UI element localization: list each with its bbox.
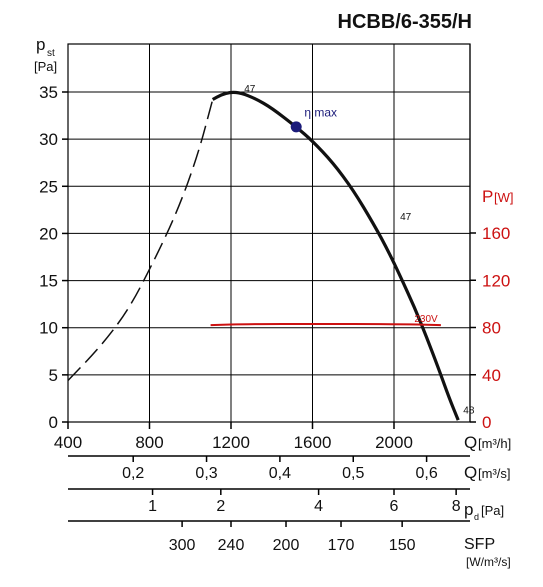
y-tick-label: 10	[39, 319, 58, 338]
right-tick-label: 40	[482, 366, 501, 385]
x-tick-label: 1600	[294, 433, 332, 452]
scale-label: p	[464, 500, 473, 519]
series-pressure-dashed	[67, 99, 214, 382]
y-tick-label: 5	[49, 366, 58, 385]
annotation-label: 47	[400, 212, 412, 223]
annotation-label: η max	[304, 106, 337, 120]
y-tick-label: 15	[39, 272, 58, 291]
scale-label-sub: d	[474, 512, 479, 522]
scale-tick-label: 150	[389, 537, 416, 554]
x-tick-label: 1200	[212, 433, 250, 452]
scale-tick-label: 0,2	[122, 465, 144, 482]
scale-label: Q	[464, 463, 477, 482]
y-tick-label: 25	[39, 177, 58, 196]
secondary-scales: 0,2 0,3 0,4 0,5 0,6 Q [m³/s] 1 2 4 6 8 p d [Pa] 300 240 2…	[68, 455, 511, 569]
series-power	[210, 322, 441, 327]
scale-tick-label: 170	[328, 537, 355, 554]
annotation-label: 47	[244, 84, 256, 95]
scale-unit: [m³/s]	[478, 466, 511, 481]
scale-tick-label: 0,3	[195, 465, 217, 482]
annotation-label: 230V	[414, 314, 438, 325]
right-tick-label: 80	[482, 319, 501, 338]
scale-tick-label: 240	[218, 537, 245, 554]
series-pressure	[211, 90, 460, 421]
scale-tick-label: 0,5	[342, 465, 364, 482]
scale-tick-label: 200	[273, 537, 300, 554]
scale-unit: [W/m³/s]	[466, 555, 511, 569]
right-tick-label: 120	[482, 271, 510, 290]
y-tick-label: 30	[39, 130, 58, 149]
scale-tick-label: 1	[148, 498, 157, 515]
x-tick-label: 800	[135, 433, 163, 452]
right-axis-unit: [W]	[494, 190, 514, 205]
scale-label: SFP	[464, 536, 495, 553]
bottom-axis: 400 800 1200 1600 2000 Q [m³/h]	[54, 422, 511, 452]
y-axis-label-sub: st	[47, 48, 55, 59]
y-axis-label: p	[36, 35, 45, 54]
chart-title: HCBB/6-355/H	[338, 11, 472, 33]
scale-tick-label: 4	[314, 498, 323, 515]
right-tick-label: 160	[482, 224, 510, 243]
right-axis-label: P	[482, 187, 493, 206]
y-tick-label: 20	[39, 224, 58, 243]
scale-tick-label: 300	[169, 537, 196, 554]
scale-tick-label: 0,6	[415, 465, 437, 482]
series-layer	[67, 90, 460, 421]
x-axis-label: Q	[464, 433, 477, 452]
annotations: 47 47 48 230V η max	[244, 84, 475, 417]
y-tick-label: 35	[39, 83, 58, 102]
x-tick-label: 2000	[375, 433, 413, 452]
x-axis-unit: [m³/h]	[478, 436, 511, 451]
scale-tick-label: 8	[452, 498, 461, 515]
scale-tick-label: 6	[390, 498, 399, 515]
y-tick-label: 0	[49, 413, 58, 432]
right-tick-label: 0	[482, 413, 491, 432]
scale-unit: [Pa]	[481, 503, 504, 518]
right-axis: 0 40 80 120 160 P [W]	[469, 44, 514, 432]
x-tick-label: 400	[54, 433, 82, 452]
y-axis-unit: [Pa]	[34, 59, 57, 74]
annotation-label: 48	[463, 406, 475, 417]
scale-tick-label: 2	[216, 498, 225, 515]
left-axis: 0 5 10 15 20 25 30 35 p st[Pa]	[34, 35, 68, 432]
eta-max-point	[290, 121, 302, 133]
grid	[67, 43, 471, 423]
scale-tick-label: 0,4	[269, 465, 291, 482]
